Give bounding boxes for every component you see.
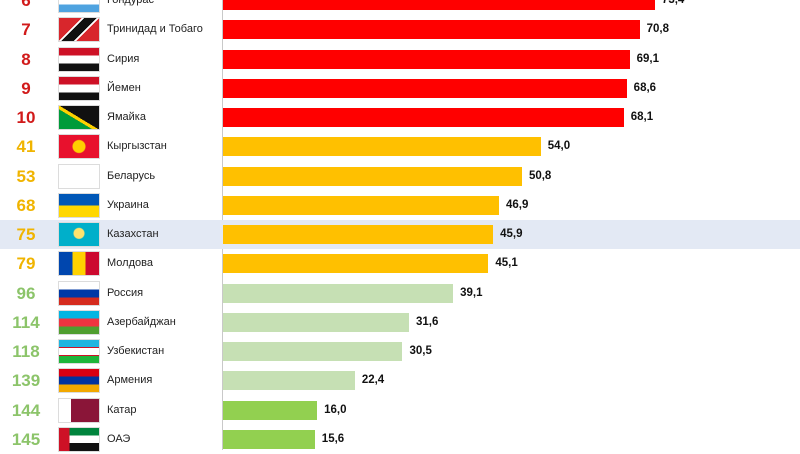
value-label: 70,8: [646, 23, 670, 36]
country-label: ОАЭ: [107, 432, 131, 445]
country-label: Тринидад и Тобаго: [107, 23, 203, 36]
country-label: Казахстан: [107, 228, 159, 240]
rank-label: 118: [12, 342, 40, 361]
country-label: Сирия: [107, 52, 140, 65]
chart-row-kazakhstan: 75 Казахстан 45,9: [0, 220, 800, 249]
rank-label: 79: [16, 254, 36, 274]
chart-row-uae: 145 ОАЭ 15,6: [0, 425, 800, 454]
value-label: 54,0: [547, 140, 571, 153]
bar-uae: [223, 429, 315, 449]
chart-row-qatar: 144 Катар 16,0: [0, 396, 800, 425]
rank-label: 9: [21, 78, 31, 98]
bar-kyrgyzstan: [223, 137, 541, 157]
value-label: 68,1: [630, 111, 654, 123]
country-label: Россия: [107, 286, 144, 299]
uzbekistan-flag: [58, 339, 100, 364]
country-label: Катар: [107, 403, 137, 416]
value-label: 50,8: [528, 169, 552, 182]
bar-russia: [223, 283, 454, 303]
value-label: 15,6: [321, 432, 345, 445]
rank-label: 10: [16, 108, 36, 127]
bar-trinidad: [223, 20, 640, 40]
bar-syria: [223, 49, 630, 69]
jamaica-flag: [58, 105, 100, 130]
ukraine-flag: [58, 192, 100, 218]
chart-row-belarus: 53 Беларусь 50,8: [0, 162, 800, 191]
chart-row-yemen: 9 Йемен 68,6: [0, 74, 800, 103]
chart-row-honduras: 6 Гондурас 73,4: [0, 0, 800, 15]
chart-row-russia: 96 Россия 39,1: [0, 279, 800, 308]
rank-label: 68: [16, 195, 36, 215]
country-label: Кыргызстан: [107, 140, 167, 153]
armenia-flag: [58, 368, 100, 394]
country-label: Узбекистан: [107, 345, 165, 357]
country-label: Гондурас: [107, 0, 154, 6]
chart-row-syria: 8 Сирия 69,1: [0, 45, 800, 74]
bar-moldova: [223, 254, 489, 274]
rank-label: 139: [11, 371, 41, 391]
belarus-flag: [58, 163, 100, 189]
syria-flag: [58, 46, 100, 72]
kazakhstan-flag: [58, 222, 100, 247]
qatar-flag: [58, 397, 100, 423]
bar-jamaica: [223, 108, 624, 127]
country-label: Йемен: [107, 81, 141, 94]
value-label: 68,6: [633, 81, 657, 94]
rank-label: 53: [16, 166, 36, 186]
bar-armenia: [223, 371, 355, 391]
chart-row-ukraine: 68 Украина 46,9: [0, 191, 800, 220]
country-label: Молдова: [107, 257, 153, 270]
chart-row-armenia: 139 Армения 22,4: [0, 366, 800, 395]
bar-qatar: [223, 400, 318, 420]
value-label: 39,1: [460, 286, 483, 299]
value-label: 46,9: [505, 198, 529, 211]
bar-kazakhstan: [223, 225, 494, 244]
honduras-flag: [58, 0, 100, 13]
chart-row-uzbekistan: 118 Узбекистан 30,5: [0, 337, 800, 366]
moldova-flag: [58, 251, 100, 277]
azerbaijan-flag: [58, 309, 100, 335]
chart-row-azerbaijan: 114 Азербайджан 31,6: [0, 308, 800, 337]
country-label: Армения: [107, 374, 153, 387]
value-label: 16,0: [324, 403, 347, 416]
chart-row-moldova: 79 Молдова 45,1: [0, 249, 800, 278]
rank-label: 6: [21, 0, 31, 10]
chart-row-kyrgyzstan: 41 Кыргызстан 54,0: [0, 132, 800, 161]
bar-yemen: [223, 78, 627, 98]
rank-label: 96: [16, 283, 36, 303]
chart-row-jamaica: 10 Ямайка 68,1: [0, 103, 800, 132]
country-label: Азербайджан: [107, 315, 176, 328]
trinidad-flag: [58, 17, 100, 43]
russia-flag: [58, 280, 100, 306]
country-label: Ямайка: [107, 111, 146, 123]
bar-ukraine: [223, 195, 499, 215]
value-label: 22,4: [361, 374, 385, 387]
value-label: 30,5: [409, 345, 432, 357]
uae-flag: [58, 426, 100, 452]
value-label: 45,1: [495, 257, 518, 270]
value-label: 45,9: [500, 228, 523, 240]
bar-honduras: [223, 0, 655, 10]
value-label: 31,6: [415, 315, 439, 328]
rank-label: 144: [11, 400, 41, 420]
chart-row-trinidad: 7 Тринидад и Тобаго 70,8: [0, 15, 800, 44]
value-label: 69,1: [636, 52, 660, 65]
country-label: Украина: [107, 198, 149, 211]
rank-label: 114: [12, 312, 40, 332]
bar-belarus: [223, 166, 522, 186]
rank-label: 8: [21, 49, 31, 69]
rank-label: 7: [21, 20, 31, 40]
bar-azerbaijan: [223, 312, 409, 332]
yemen-flag: [58, 75, 100, 101]
value-label: 73,4: [661, 0, 685, 6]
rank-label: 41: [16, 137, 36, 157]
rank-label: 75: [16, 225, 36, 244]
country-label: Беларусь: [107, 169, 156, 182]
kyrgyzstan-flag: [58, 134, 100, 160]
rank-label: 145: [11, 429, 41, 449]
bar-uzbekistan: [223, 342, 403, 361]
